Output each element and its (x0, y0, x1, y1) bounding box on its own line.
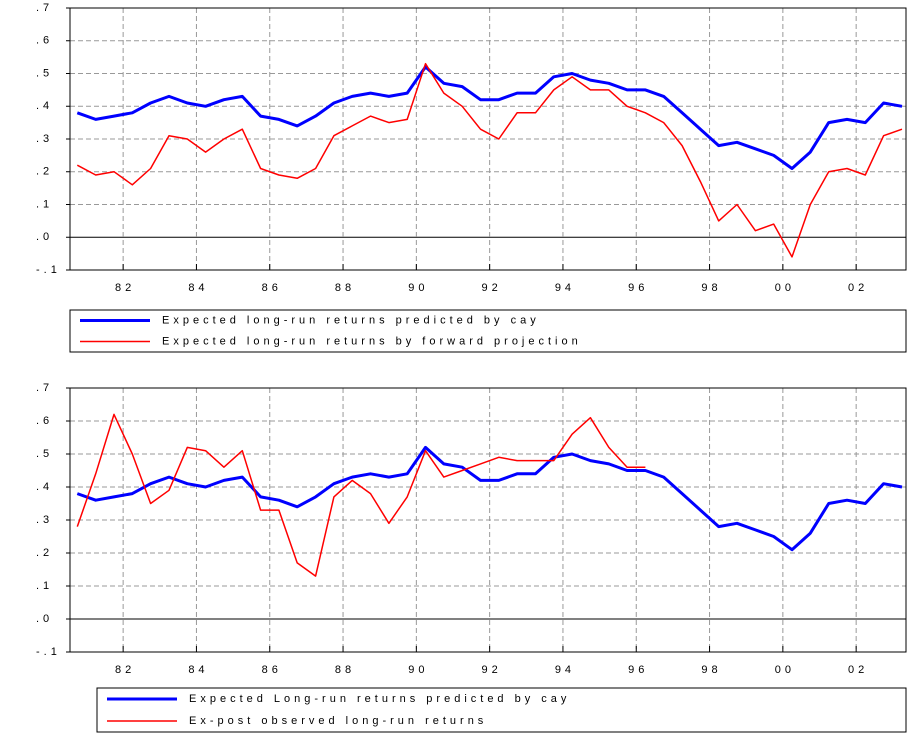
series-line (76, 413, 646, 577)
x-tick-label: 84 (188, 664, 208, 676)
x-tick-label: 98 (701, 664, 721, 676)
x-tick-label: 94 (555, 664, 575, 676)
y-tick-label: .3 (36, 514, 53, 526)
y-tick-label: .6 (36, 415, 53, 427)
x-tick-label: 94 (555, 282, 575, 294)
x-tick-label: 92 (482, 664, 502, 676)
y-tick-label: .6 (36, 35, 53, 47)
y-tick-label: .7 (36, 2, 53, 14)
y-tick-label: -.1 (36, 646, 61, 658)
x-tick-label: 92 (482, 282, 502, 294)
plot-frame (69, 387, 907, 653)
x-tick-label: 82 (115, 664, 135, 676)
x-tick-label: 90 (408, 282, 428, 294)
plot-frame (69, 7, 907, 271)
legend-label: Expected long-run returns predicted by c… (162, 314, 540, 326)
y-tick-label: .0 (36, 613, 53, 625)
x-tick-label: 96 (628, 282, 648, 294)
series-line (76, 445, 903, 552)
y-tick-label: .2 (36, 166, 53, 178)
series-line (76, 65, 903, 170)
y-tick-label: -.1 (36, 264, 61, 276)
y-tick-label: .2 (36, 547, 53, 559)
x-tick-label: 96 (628, 664, 648, 676)
y-tick-label: .1 (36, 580, 53, 592)
legend-label: Ex-post observed long-run returns (189, 715, 487, 727)
x-tick-label: 98 (701, 282, 721, 294)
x-tick-label: 88 (335, 664, 355, 676)
x-tick-label: 88 (335, 282, 355, 294)
x-tick-label: 86 (262, 282, 282, 294)
x-tick-label: 86 (262, 664, 282, 676)
y-tick-label: .4 (36, 100, 53, 112)
legend-box (96, 687, 907, 733)
y-tick-label: .4 (36, 481, 53, 493)
y-tick-label: .5 (36, 448, 53, 460)
legend-label: Expected Long-run returns predicted by c… (189, 693, 570, 705)
series-line (76, 62, 903, 258)
y-tick-label: .5 (36, 67, 53, 79)
y-tick-label: .1 (36, 198, 53, 210)
y-tick-label: .3 (36, 133, 53, 145)
x-tick-label: 00 (775, 664, 795, 676)
legend-label: Expected long-run returns by forward pro… (162, 335, 582, 347)
x-tick-label: 84 (188, 282, 208, 294)
x-tick-label: 90 (408, 664, 428, 676)
y-tick-label: .0 (36, 231, 53, 243)
legend-box (69, 309, 907, 353)
x-tick-label: 82 (115, 282, 135, 294)
x-tick-label: 02 (848, 664, 868, 676)
x-tick-label: 02 (848, 282, 868, 294)
x-tick-label: 00 (775, 282, 795, 294)
y-tick-label: .7 (36, 382, 53, 394)
